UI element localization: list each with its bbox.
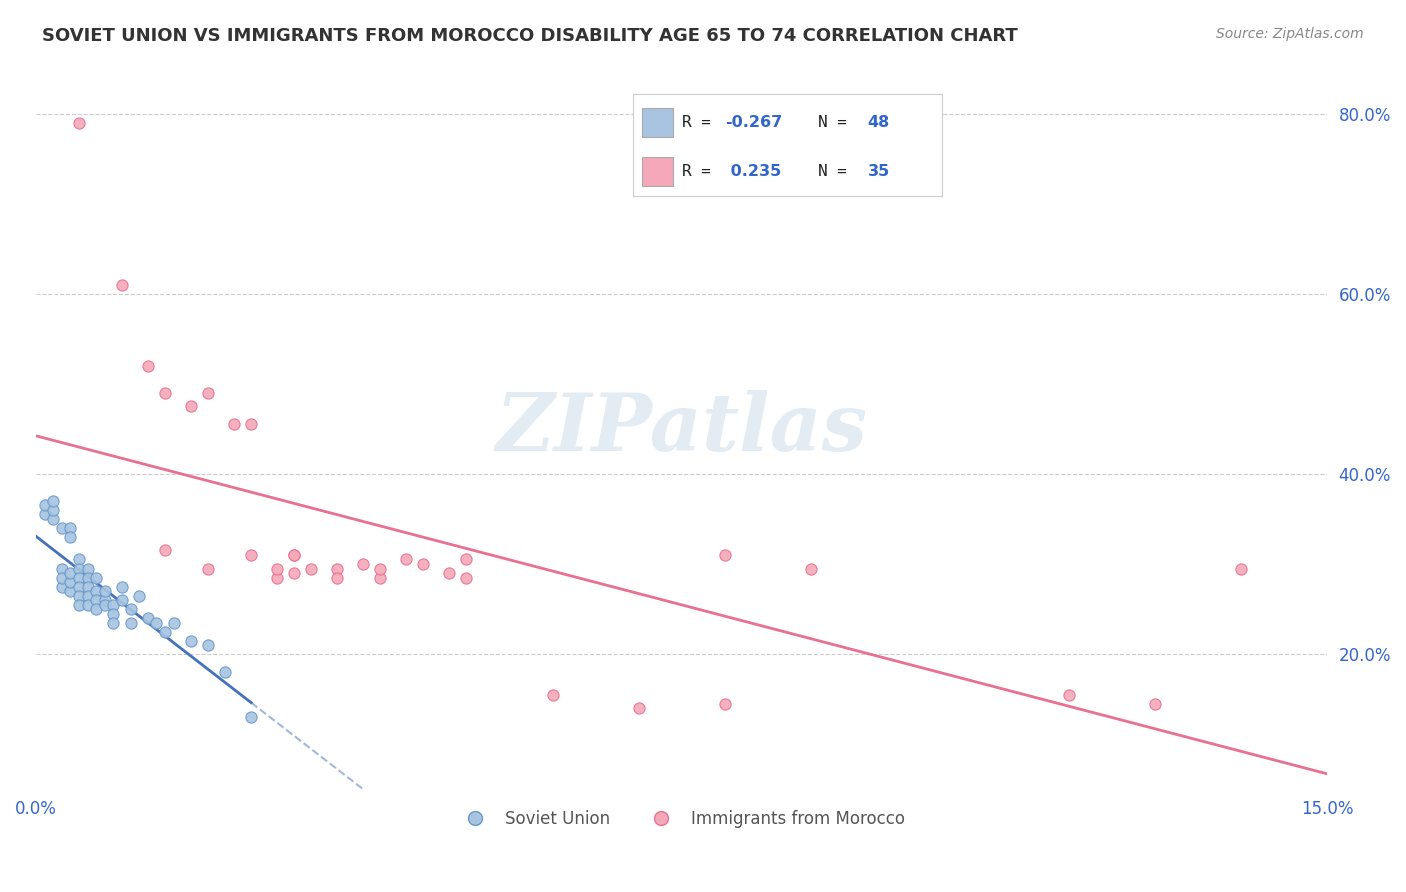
Text: Source: ZipAtlas.com: Source: ZipAtlas.com — [1216, 27, 1364, 41]
Point — [713, 548, 735, 562]
Point — [51, 561, 73, 575]
Point — [180, 400, 202, 414]
Point — [42, 494, 65, 508]
Point — [111, 277, 134, 292]
Point — [76, 580, 98, 594]
Point — [266, 570, 288, 584]
Point — [456, 552, 478, 566]
Text: 0.235: 0.235 — [725, 164, 782, 179]
Point — [103, 615, 125, 630]
Point — [111, 593, 134, 607]
Point — [352, 557, 374, 571]
Text: SOVIET UNION VS IMMIGRANTS FROM MOROCCO DISABILITY AGE 65 TO 74 CORRELATION CHAR: SOVIET UNION VS IMMIGRANTS FROM MOROCCO … — [42, 27, 1018, 45]
Point — [84, 602, 107, 616]
Point — [326, 561, 349, 575]
Point — [103, 607, 125, 621]
Point — [67, 561, 90, 575]
Point — [120, 615, 142, 630]
Point — [153, 624, 176, 639]
Point — [153, 385, 176, 400]
Point — [67, 115, 90, 129]
Point — [76, 598, 98, 612]
Text: R =: R = — [682, 164, 721, 179]
Point — [395, 552, 418, 566]
Point — [283, 548, 305, 562]
Point — [412, 557, 434, 571]
Legend: Soviet Union, Immigrants from Morocco: Soviet Union, Immigrants from Morocco — [453, 804, 911, 835]
Point — [541, 688, 564, 702]
Point — [1230, 561, 1253, 575]
Point — [67, 589, 90, 603]
Point — [240, 417, 263, 432]
Point — [370, 570, 392, 584]
Point — [128, 589, 150, 603]
Point — [145, 615, 167, 630]
Point — [136, 359, 159, 373]
Text: N =: N = — [818, 115, 856, 130]
Point — [76, 589, 98, 603]
FancyBboxPatch shape — [643, 108, 673, 136]
Point — [76, 561, 98, 575]
Point — [136, 611, 159, 625]
Point — [800, 561, 823, 575]
Point — [240, 710, 263, 724]
Point — [111, 580, 134, 594]
Text: 48: 48 — [868, 115, 890, 130]
Point — [1144, 697, 1167, 711]
Point — [437, 566, 460, 580]
Point — [266, 561, 288, 575]
Point — [76, 570, 98, 584]
Point — [197, 561, 219, 575]
Text: R =: R = — [682, 115, 721, 130]
Point — [120, 602, 142, 616]
Point — [180, 633, 202, 648]
Point — [59, 521, 82, 535]
Point — [42, 503, 65, 517]
Point — [283, 548, 305, 562]
Point — [283, 566, 305, 580]
Point — [94, 584, 117, 599]
FancyBboxPatch shape — [643, 157, 673, 186]
Text: 35: 35 — [868, 164, 890, 179]
Point — [153, 543, 176, 558]
Point — [67, 598, 90, 612]
Text: ZIPatlas: ZIPatlas — [495, 390, 868, 467]
Point — [59, 530, 82, 544]
Point — [1057, 688, 1080, 702]
Point — [103, 598, 125, 612]
Text: N =: N = — [818, 164, 856, 179]
Point — [84, 570, 107, 584]
Point — [59, 584, 82, 599]
Point — [197, 638, 219, 652]
Point — [67, 580, 90, 594]
Point — [326, 570, 349, 584]
Point — [214, 665, 236, 679]
Point — [222, 417, 245, 432]
Point — [34, 508, 56, 522]
Point — [456, 570, 478, 584]
Point — [94, 593, 117, 607]
Point — [34, 499, 56, 513]
Point — [67, 570, 90, 584]
Point — [42, 512, 65, 526]
Point — [197, 385, 219, 400]
Point — [59, 566, 82, 580]
Text: -0.267: -0.267 — [725, 115, 783, 130]
Point — [94, 598, 117, 612]
Point — [51, 580, 73, 594]
Point — [51, 521, 73, 535]
Point — [240, 548, 263, 562]
Point — [59, 574, 82, 589]
Point — [627, 701, 650, 715]
Point — [84, 584, 107, 599]
Point — [370, 561, 392, 575]
Point — [51, 570, 73, 584]
Point — [67, 552, 90, 566]
Point — [301, 561, 323, 575]
Point — [84, 593, 107, 607]
Point — [713, 697, 735, 711]
Point — [163, 615, 186, 630]
